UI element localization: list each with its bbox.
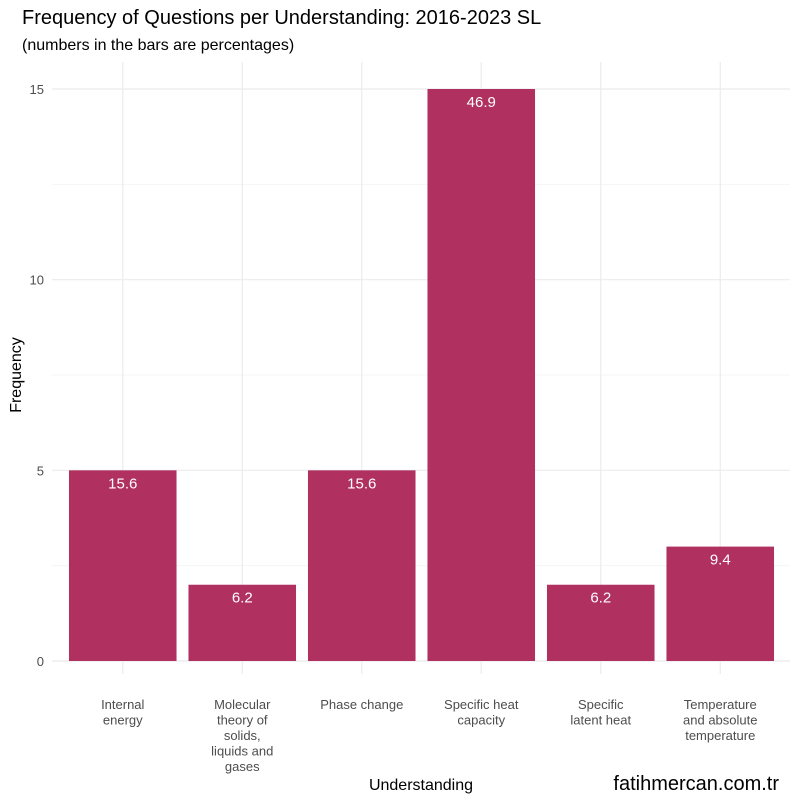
chart-title: Frequency of Questions per Understanding… — [22, 7, 541, 29]
watermark-text: fatihmercan.com.tr — [613, 773, 779, 795]
bar — [307, 470, 416, 661]
bar — [188, 584, 297, 661]
bar-value-label: 46.9 — [467, 94, 496, 111]
bar — [427, 89, 536, 661]
y-tick-label: 5 — [37, 463, 44, 478]
x-tick-label: Specific heat capacity — [444, 697, 519, 728]
bar — [546, 584, 655, 661]
y-tick-label: 15 — [30, 82, 44, 97]
bar — [68, 470, 177, 661]
x-axis-ticks: Internal energy Molecular theory of solids, l… — [101, 697, 757, 774]
bars — [68, 89, 775, 661]
bar-value-label: 6.2 — [232, 590, 253, 607]
bar-labels: 15.6 6.2 15.6 46.9 6.2 9.4 — [108, 94, 731, 607]
y-axis-ticks: 0 5 10 15 — [30, 82, 44, 669]
bar-value-label: 15.6 — [108, 475, 137, 492]
bar-value-label: 6.2 — [590, 590, 611, 607]
x-tick-label: Specific latent heat — [570, 697, 631, 728]
y-axis-title: Frequency — [8, 337, 25, 413]
x-axis-title: Understanding — [369, 777, 473, 794]
x-tick-label: Molecular theory of solids, liquids and gase… — [211, 697, 273, 774]
bar — [666, 546, 775, 661]
x-tick-label: Temperature and absolute temperature — [683, 697, 757, 743]
bar-value-label: 15.6 — [347, 475, 376, 492]
x-tick-label: Phase change — [320, 697, 403, 712]
y-tick-label: 10 — [30, 273, 44, 288]
x-tick-label: Internal energy — [101, 697, 144, 728]
y-tick-label: 0 — [37, 654, 44, 669]
bar-value-label: 9.4 — [710, 552, 731, 569]
chart-subtitle: (numbers in the bars are percentages) — [22, 37, 294, 54]
